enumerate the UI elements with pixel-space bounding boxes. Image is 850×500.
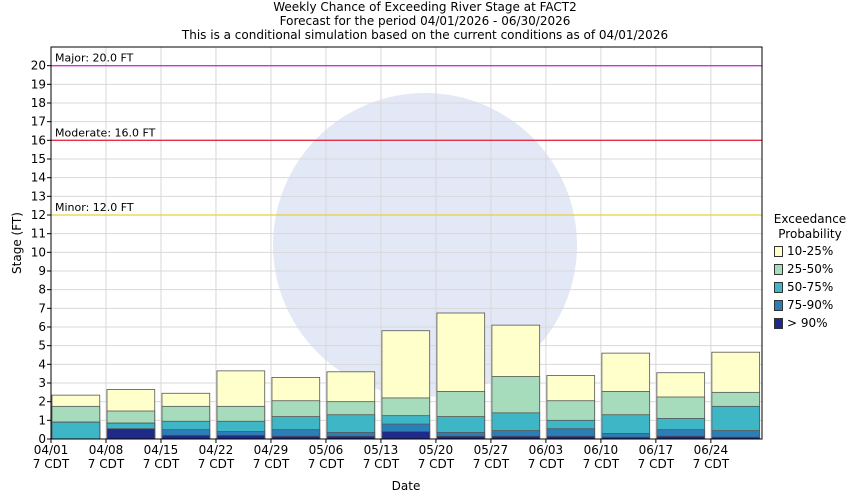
legend-item: 50-75% xyxy=(770,278,850,296)
plot-frame xyxy=(50,46,763,440)
legend-title-line2: Probability xyxy=(778,227,842,241)
y-tick-label: 7 xyxy=(38,301,46,315)
x-tick-label-time: 7 CDT xyxy=(308,457,345,471)
noaa-watermark xyxy=(273,93,577,397)
exceedance-legend: Exceedance Probability 10-25% 25-50% 50-75… xyxy=(770,212,850,332)
x-tick-label-date: 06/03 xyxy=(529,443,564,457)
x-tick-label-date: 05/20 xyxy=(419,443,454,457)
chart-subtitle-conditions: This is a conditional simulation based o… xyxy=(181,28,669,42)
y-tick-label: 4 xyxy=(38,357,46,371)
flood-stage-label: Minor: 12.0 FT xyxy=(55,201,134,214)
chart-titles: Weekly Chance of Exceeding River Stage a… xyxy=(0,0,850,42)
y-tick-label: 12 xyxy=(31,208,46,222)
y-tick-label: 6 xyxy=(38,320,46,334)
x-tick-label-time: 7 CDT xyxy=(693,457,730,471)
bar-segment xyxy=(161,434,211,440)
x-tick-label-time: 7 CDT xyxy=(198,457,235,471)
x-tick-label-time: 7 CDT xyxy=(143,457,180,471)
legend-item: > 90% xyxy=(770,314,850,332)
legend-swatch xyxy=(774,281,783,293)
x-tick-label-time: 7 CDT xyxy=(583,457,620,471)
y-tick-label: 13 xyxy=(31,189,46,203)
x-tick-label-date: 06/17 xyxy=(639,443,674,457)
legend-swatch xyxy=(774,317,783,329)
legend-label: > 90% xyxy=(787,315,828,330)
y-tick-label: 5 xyxy=(38,339,46,353)
y-tick-label: 14 xyxy=(31,171,46,185)
x-tick-label-date: 04/08 xyxy=(89,443,124,457)
legend-swatch xyxy=(774,245,783,257)
x-tick-label-time: 7 CDT xyxy=(418,457,455,471)
x-tick-label-time: 7 CDT xyxy=(528,457,565,471)
flood-stage-label: Major: 20.0 FT xyxy=(55,52,134,65)
x-tick-label-time: 7 CDT xyxy=(473,457,510,471)
legend-swatch xyxy=(774,299,783,311)
legend-label: 10-25% xyxy=(787,243,834,258)
y-tick-label: 11 xyxy=(31,227,46,241)
x-tick-label-time: 7 CDT xyxy=(638,457,675,471)
x-tick-label-date: 05/13 xyxy=(364,443,399,457)
x-tick-label-date: 05/27 xyxy=(474,443,509,457)
y-tick-label: 18 xyxy=(31,96,46,110)
y-tick-label: 17 xyxy=(31,115,46,129)
flood-stage-label: Moderate: 16.0 FT xyxy=(55,126,156,139)
x-tick-label-date: 06/24 xyxy=(694,443,729,457)
bar-segment xyxy=(51,421,101,440)
legend-swatch xyxy=(774,263,783,275)
bar-segment xyxy=(106,428,156,440)
x-tick-label-date: 05/06 xyxy=(309,443,344,457)
y-tick-label: 0 xyxy=(38,432,46,446)
y-tick-label: 2 xyxy=(38,395,46,409)
x-tick-label-time: 7 CDT xyxy=(253,457,290,471)
y-tick-label: 3 xyxy=(38,376,46,390)
y-tick-label: 9 xyxy=(38,264,46,278)
x-tick-label-date: 04/29 xyxy=(254,443,289,457)
y-tick-label: 16 xyxy=(31,133,46,147)
y-tick-label: 1 xyxy=(38,413,46,427)
legend-item: 75-90% xyxy=(770,296,850,314)
bar-segment xyxy=(216,434,266,440)
x-tick-label-date: 04/22 xyxy=(199,443,234,457)
x-tick-label-date: 06/10 xyxy=(584,443,619,457)
x-tick-label-date: 04/15 xyxy=(144,443,179,457)
x-tick-label-date: 04/01 xyxy=(34,443,69,457)
legend-label: 50-75% xyxy=(787,279,834,294)
y-axis-label: Stage (FT) xyxy=(10,212,24,274)
legend-item: 10-25% xyxy=(770,242,850,260)
legend-item: 25-50% xyxy=(770,260,850,278)
y-tick-label: 10 xyxy=(31,245,46,259)
x-tick-label-time: 7 CDT xyxy=(33,457,70,471)
x-axis-label: Date xyxy=(392,479,421,493)
chart-title: Weekly Chance of Exceeding River Stage a… xyxy=(273,0,577,14)
y-tick-label: 20 xyxy=(31,59,46,73)
y-tick-label: 8 xyxy=(38,283,46,297)
y-tick-label: 19 xyxy=(31,77,46,91)
y-tick-label: 15 xyxy=(31,152,46,166)
legend-label: 75-90% xyxy=(787,297,834,312)
x-tick-label-time: 7 CDT xyxy=(363,457,400,471)
x-tick-label-time: 7 CDT xyxy=(88,457,125,471)
bar-segment xyxy=(381,431,431,440)
legend-title-line1: Exceedance xyxy=(773,212,847,226)
legend-label: 25-50% xyxy=(787,261,834,276)
chart-subtitle-period: Forecast for the period 04/01/2026 - 06/… xyxy=(279,14,571,28)
